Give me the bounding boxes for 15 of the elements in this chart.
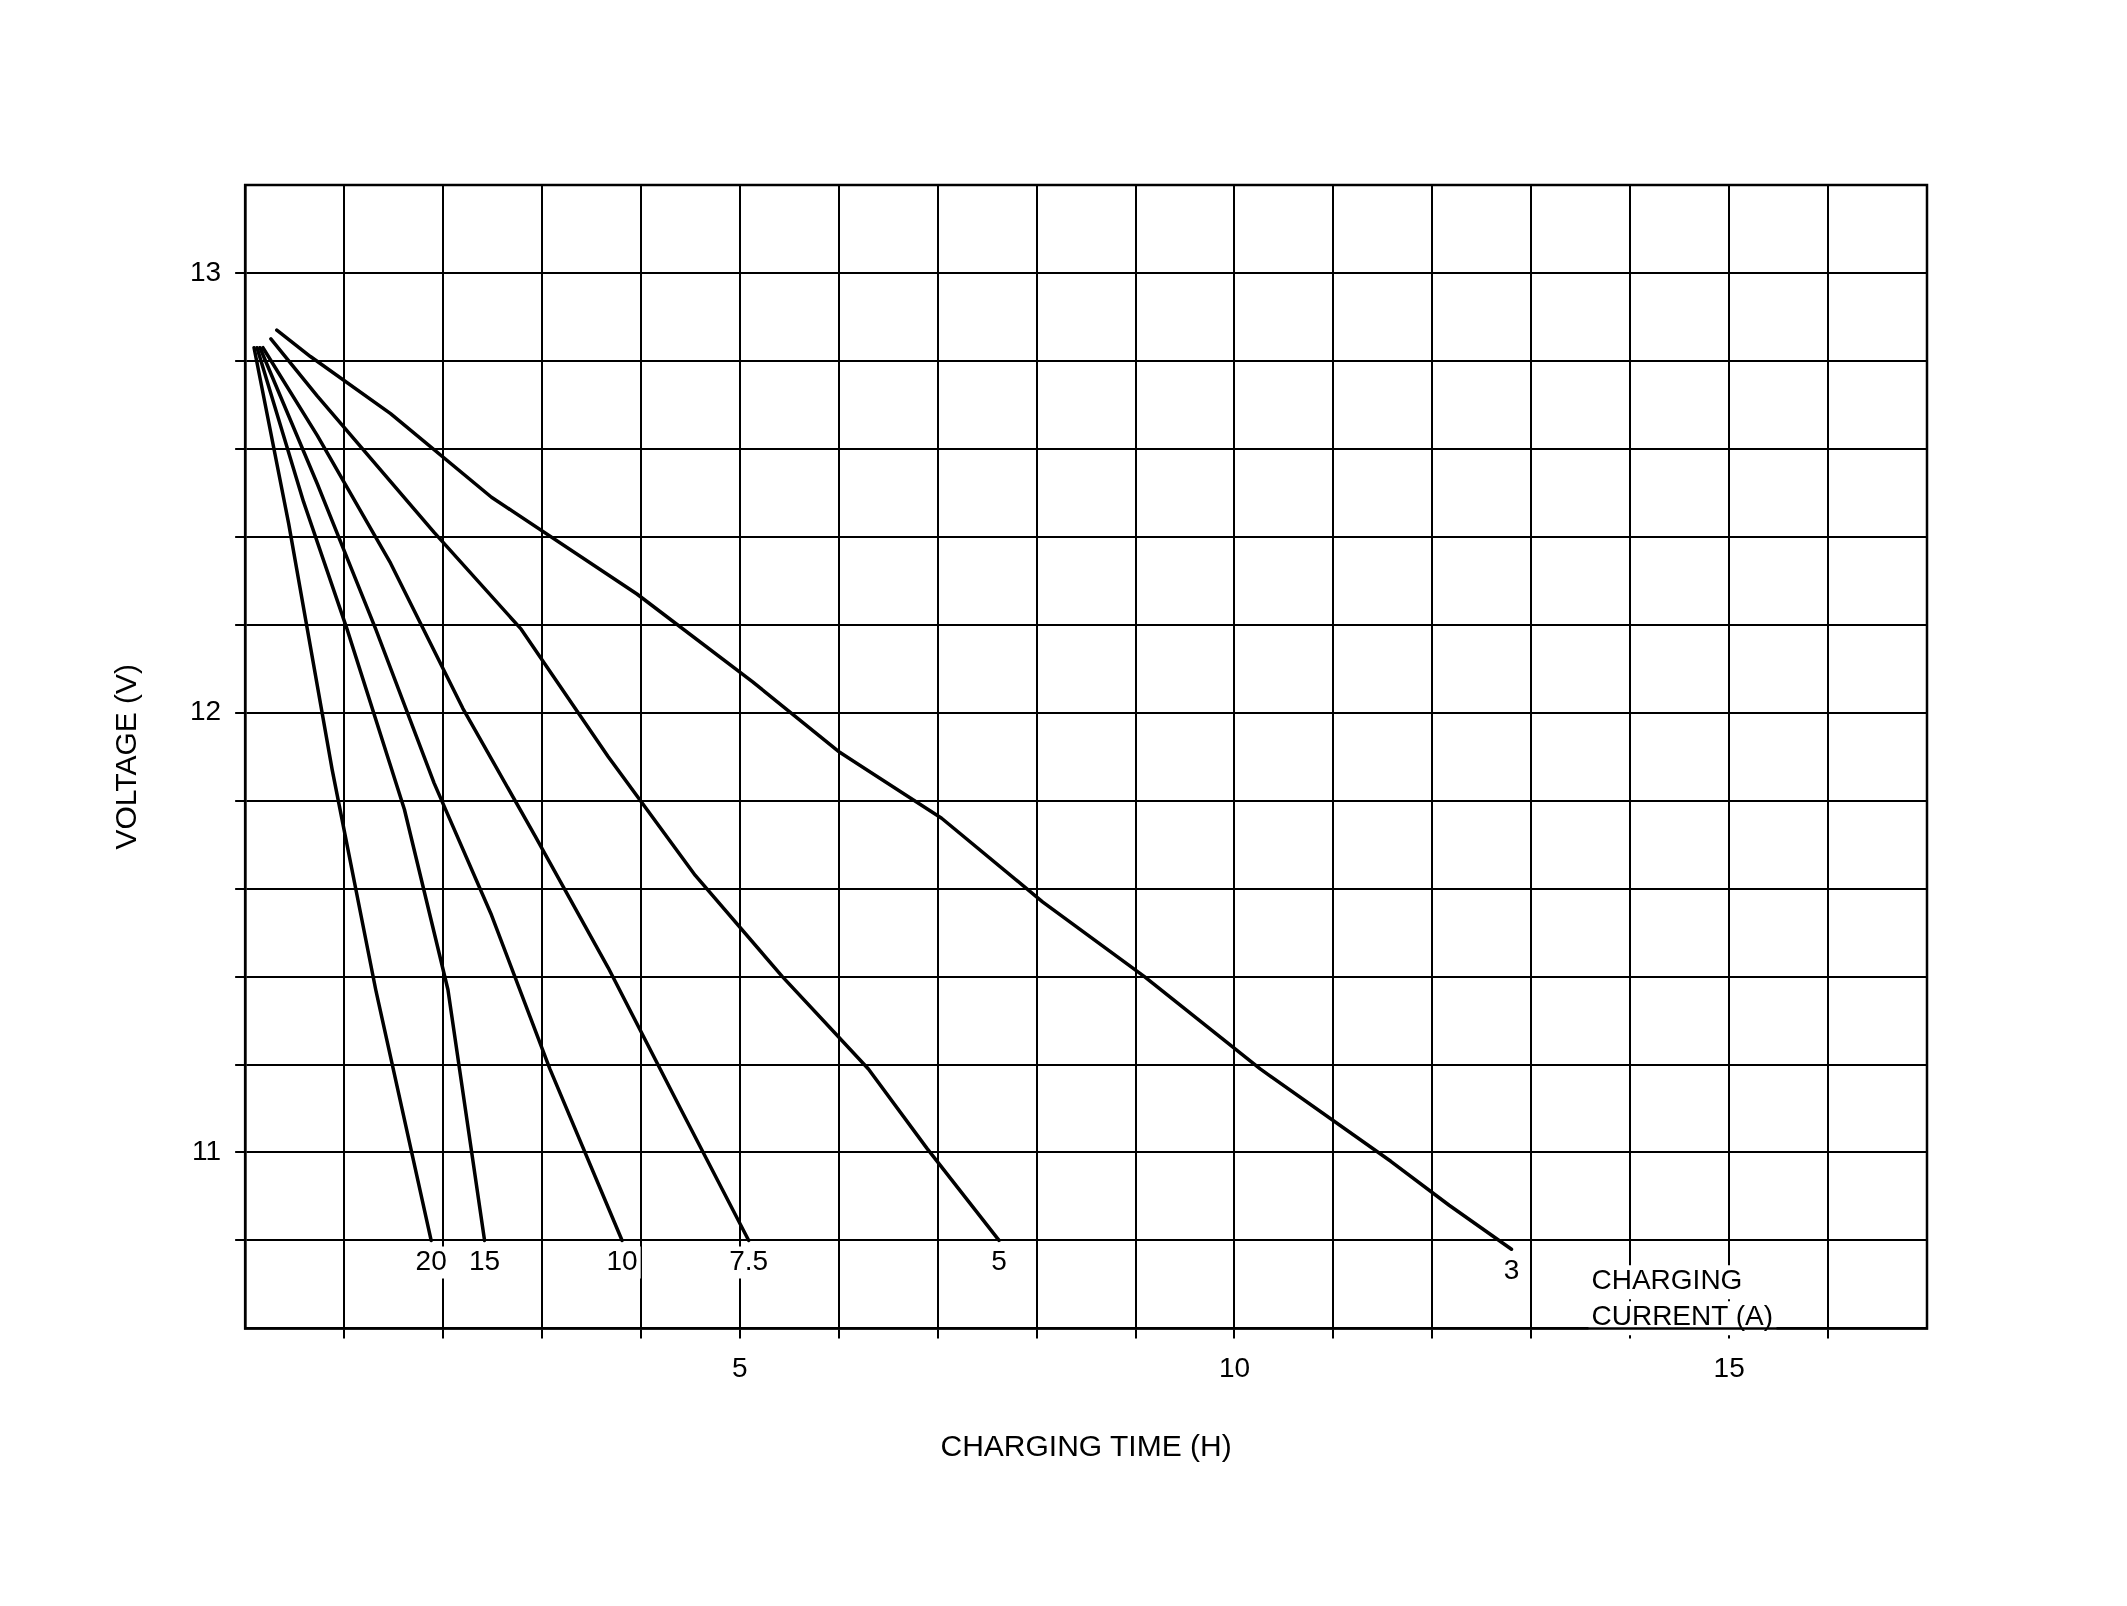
y-tick-label: 13 — [189, 255, 222, 287]
series-label: 15 — [468, 1245, 501, 1277]
series-label: 20 — [415, 1245, 447, 1277]
x-tick-label: 10 — [1218, 1351, 1251, 1383]
x-axis-title: CHARGING TIME (H) — [940, 1429, 1232, 1463]
y-tick-label: 12 — [189, 695, 222, 727]
series-label: 10 — [606, 1245, 638, 1277]
y-tick-label: 11 — [192, 1135, 222, 1167]
annotation: CHARGING CURRENT (A) — [1591, 1263, 1773, 1331]
series-label: 3 — [1503, 1253, 1520, 1285]
series-label: 7.5 — [729, 1245, 769, 1277]
x-tick-label: 5 — [732, 1351, 748, 1383]
x-tick-label: 15 — [1713, 1351, 1745, 1383]
y-axis-title: VOLTAGE (V) — [109, 663, 143, 850]
series-label: 5 — [991, 1245, 1007, 1277]
